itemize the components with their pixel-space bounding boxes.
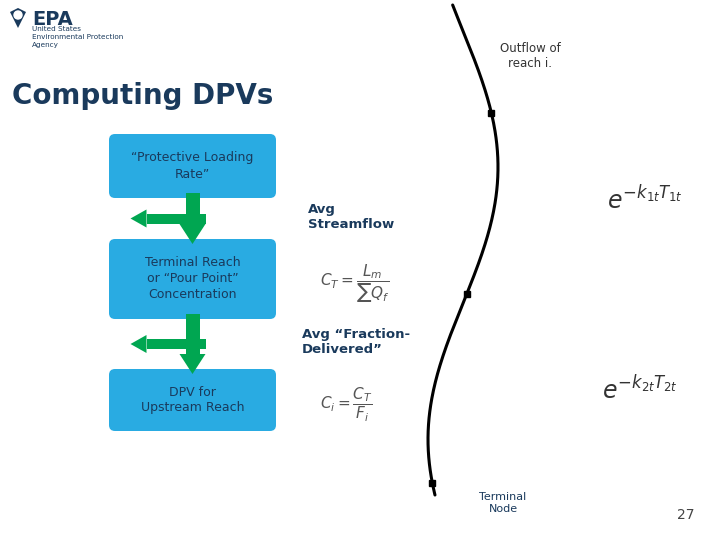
- Text: Terminal
Node: Terminal Node: [480, 492, 526, 514]
- Text: Avg “Fraction-
Delivered”: Avg “Fraction- Delivered”: [302, 328, 410, 356]
- FancyBboxPatch shape: [109, 369, 276, 431]
- Polygon shape: [130, 335, 146, 353]
- Polygon shape: [10, 8, 26, 28]
- Polygon shape: [130, 210, 146, 227]
- Polygon shape: [146, 213, 205, 224]
- Text: Outflow of
reach i.: Outflow of reach i.: [500, 42, 560, 70]
- FancyBboxPatch shape: [109, 239, 276, 319]
- Text: $\mathit{e}^{-k_{2t}\mathit{T}_{2t}}$: $\mathit{e}^{-k_{2t}\mathit{T}_{2t}}$: [602, 376, 678, 404]
- Text: United States
Environmental Protection
Agency: United States Environmental Protection A…: [32, 26, 123, 48]
- Text: Avg
Streamflow: Avg Streamflow: [308, 202, 395, 231]
- Circle shape: [14, 11, 22, 19]
- Polygon shape: [186, 314, 199, 354]
- Text: $\mathit{e}^{-k_{1t}\mathit{T}_{1t}}$: $\mathit{e}^{-k_{1t}\mathit{T}_{1t}}$: [607, 186, 683, 214]
- Text: $\mathit{C_i} = \dfrac{\mathit{C_T}}{\mathit{F_i}}$: $\mathit{C_i} = \dfrac{\mathit{C_T}}{\ma…: [320, 386, 373, 424]
- Text: EPA: EPA: [32, 10, 73, 29]
- Text: “Protective Loading
Rate”: “Protective Loading Rate”: [131, 152, 253, 180]
- Text: 27: 27: [678, 508, 695, 522]
- Polygon shape: [179, 354, 205, 374]
- Text: Terminal Reach
or “Pour Point”
Concentration: Terminal Reach or “Pour Point” Concentra…: [145, 256, 240, 301]
- Polygon shape: [179, 224, 205, 244]
- Polygon shape: [146, 339, 205, 349]
- Text: DPV for
Upstream Reach: DPV for Upstream Reach: [140, 386, 244, 415]
- Text: Computing DPVs: Computing DPVs: [12, 82, 274, 110]
- FancyBboxPatch shape: [109, 134, 276, 198]
- Polygon shape: [186, 193, 199, 224]
- Text: $\mathit{C_T} = \dfrac{\mathit{L_m}}{\sum \mathit{Q_f}}$: $\mathit{C_T} = \dfrac{\mathit{L_m}}{\su…: [320, 263, 390, 305]
